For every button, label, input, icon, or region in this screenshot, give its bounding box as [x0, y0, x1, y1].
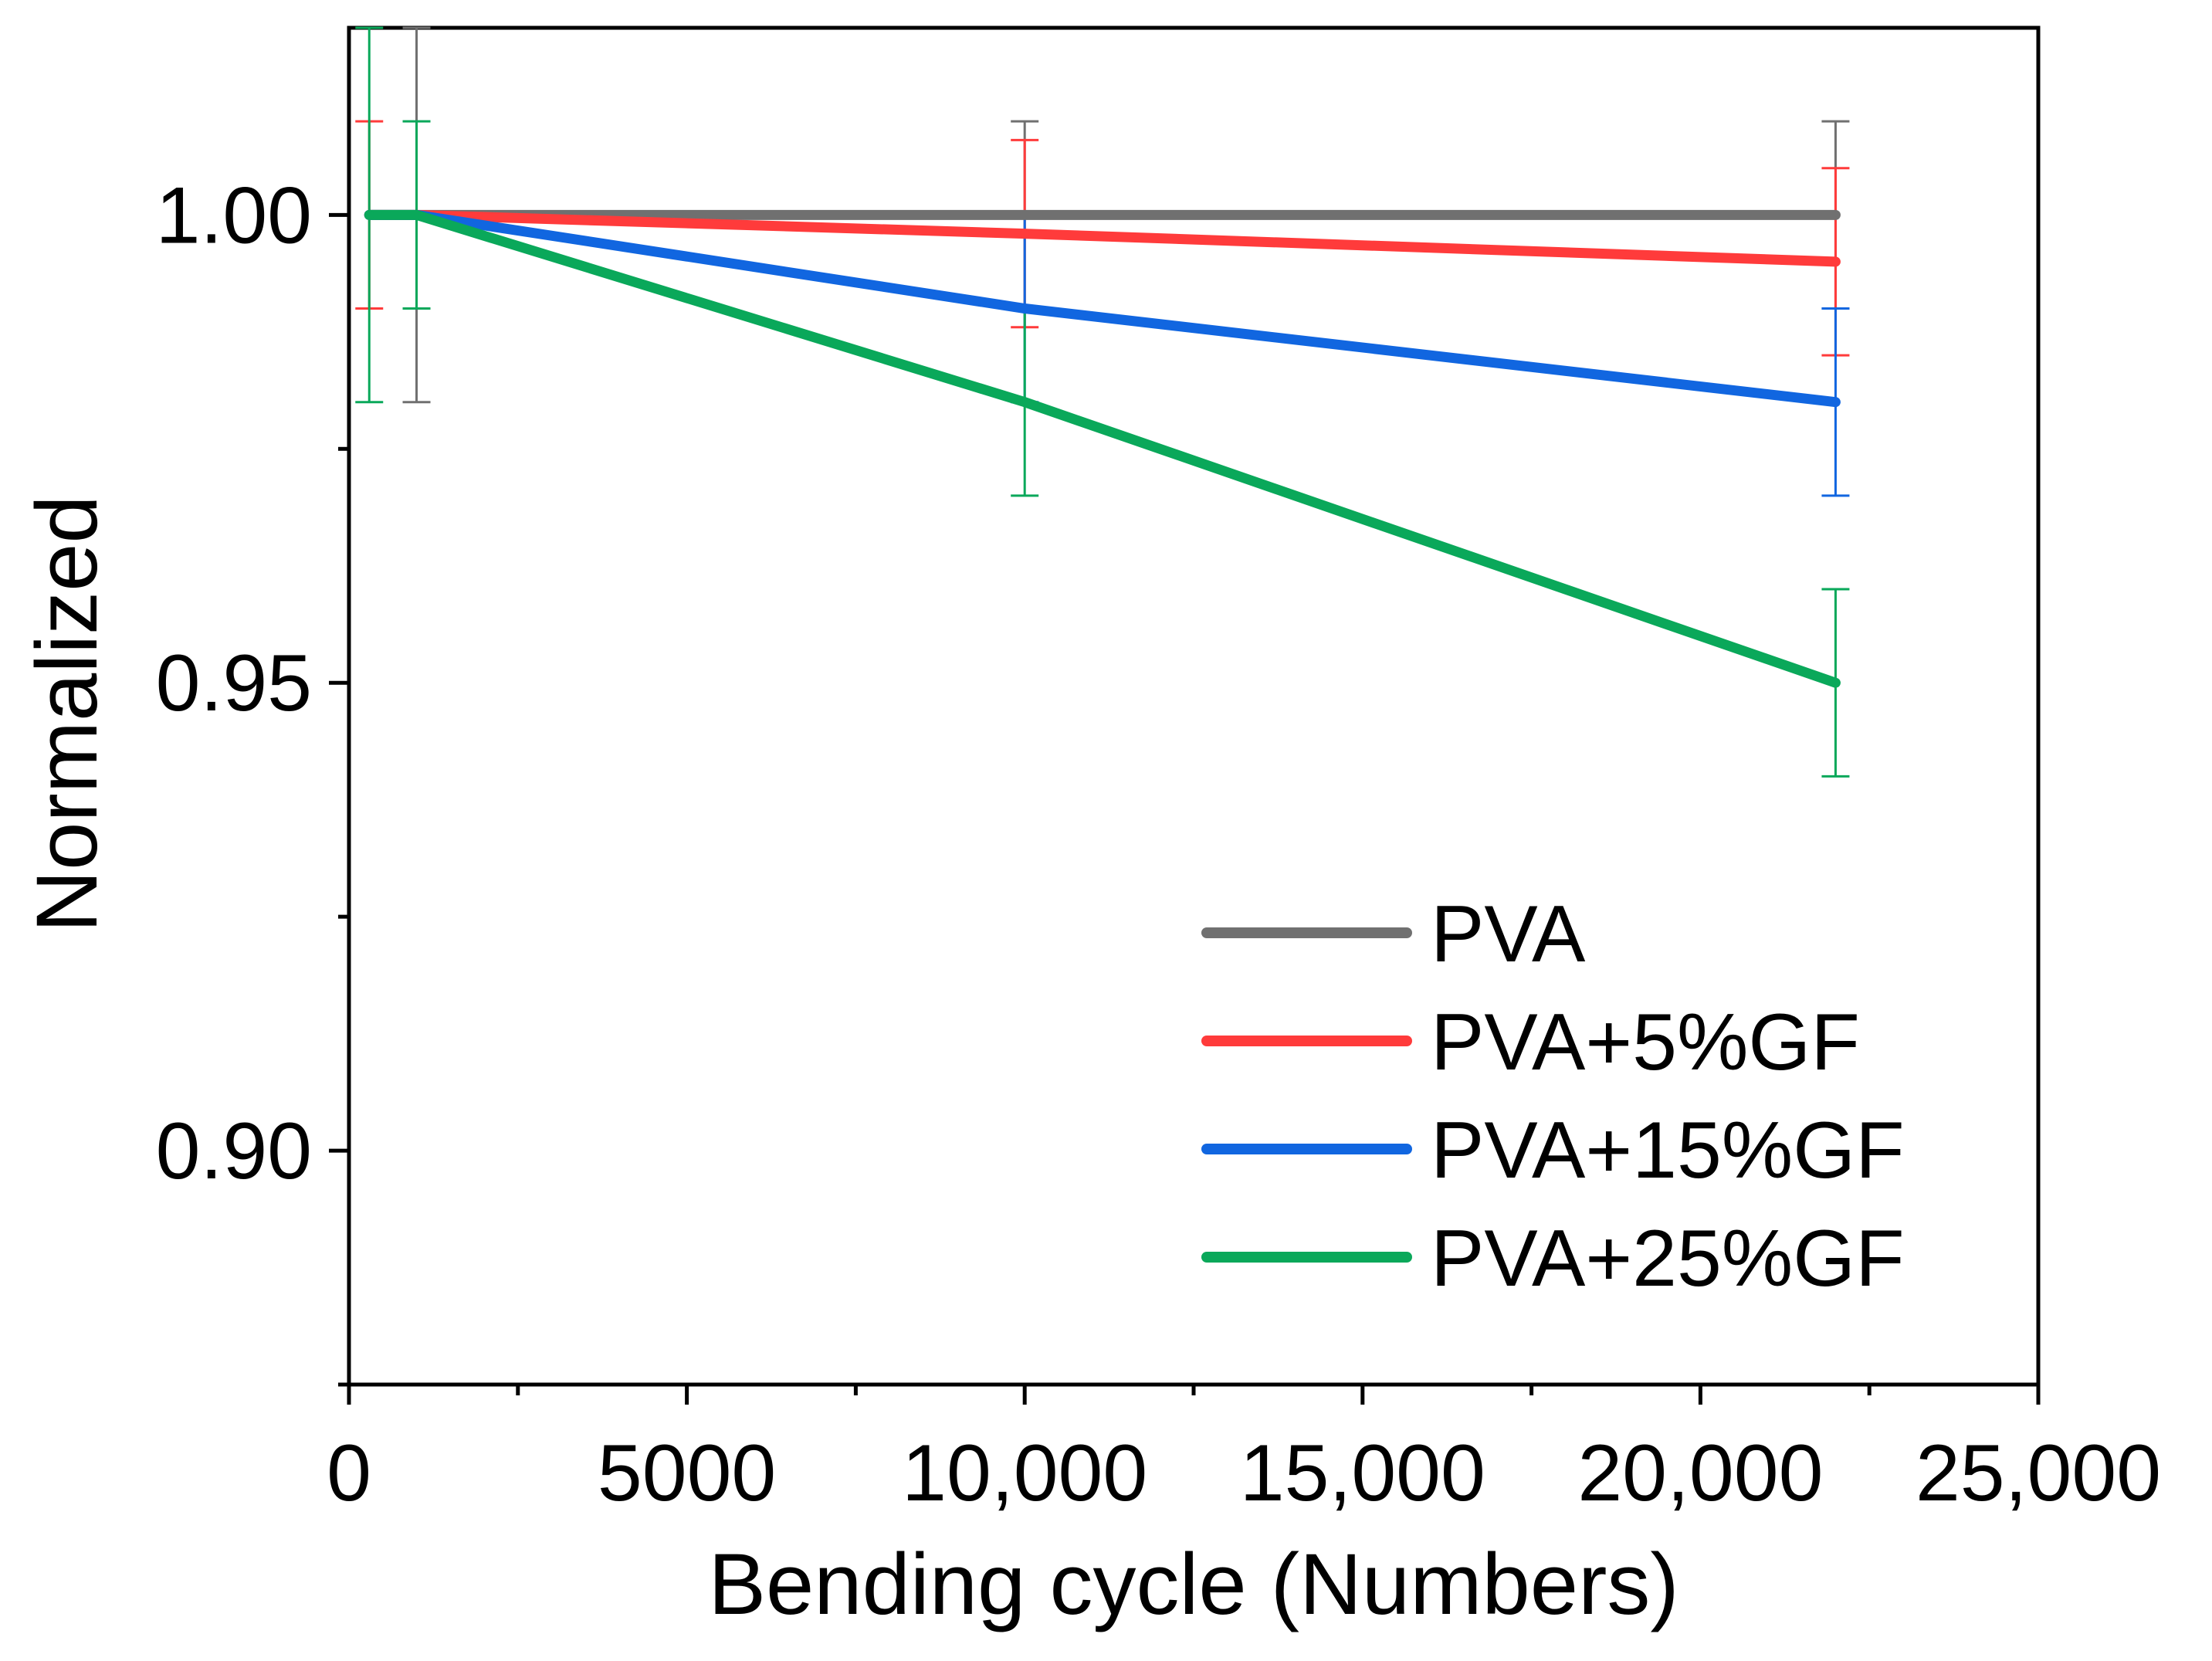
y-axis-title: Normalized: [19, 495, 115, 932]
x-tick-label: 10,000: [902, 1429, 1147, 1518]
data-point: [1831, 210, 1841, 220]
x-tick-label: 15,000: [1240, 1429, 1485, 1518]
legend-label: PVA+25%GF: [1431, 1214, 1905, 1303]
x-tick-label: 25,000: [1916, 1429, 2161, 1518]
data-point: [1020, 303, 1030, 314]
series-line-4: [364, 209, 1841, 688]
y-tick-label: 1.00: [156, 171, 312, 260]
data-point: [1020, 229, 1030, 239]
x-tick-label: 0: [327, 1429, 371, 1518]
data-point: [1831, 678, 1841, 688]
x-tick-label: 5000: [598, 1429, 776, 1518]
x-axis-title: Bending cycle (Numbers): [708, 1536, 1678, 1632]
data-point: [412, 210, 422, 220]
legend-label: PVA: [1431, 890, 1586, 979]
y-tick-label: 0.95: [156, 639, 312, 728]
data-point: [1020, 397, 1030, 407]
x-tick-label: 20,000: [1577, 1429, 1823, 1518]
data-point: [1831, 256, 1841, 266]
data-point: [1020, 210, 1030, 220]
legend-label: PVA+15%GF: [1431, 1106, 1905, 1195]
data-point: [364, 210, 374, 220]
series-line-3: [364, 209, 1841, 408]
legend-label: PVA+5%GF: [1431, 998, 1860, 1087]
y-tick-label: 0.90: [156, 1107, 312, 1196]
data-point: [1831, 397, 1841, 407]
